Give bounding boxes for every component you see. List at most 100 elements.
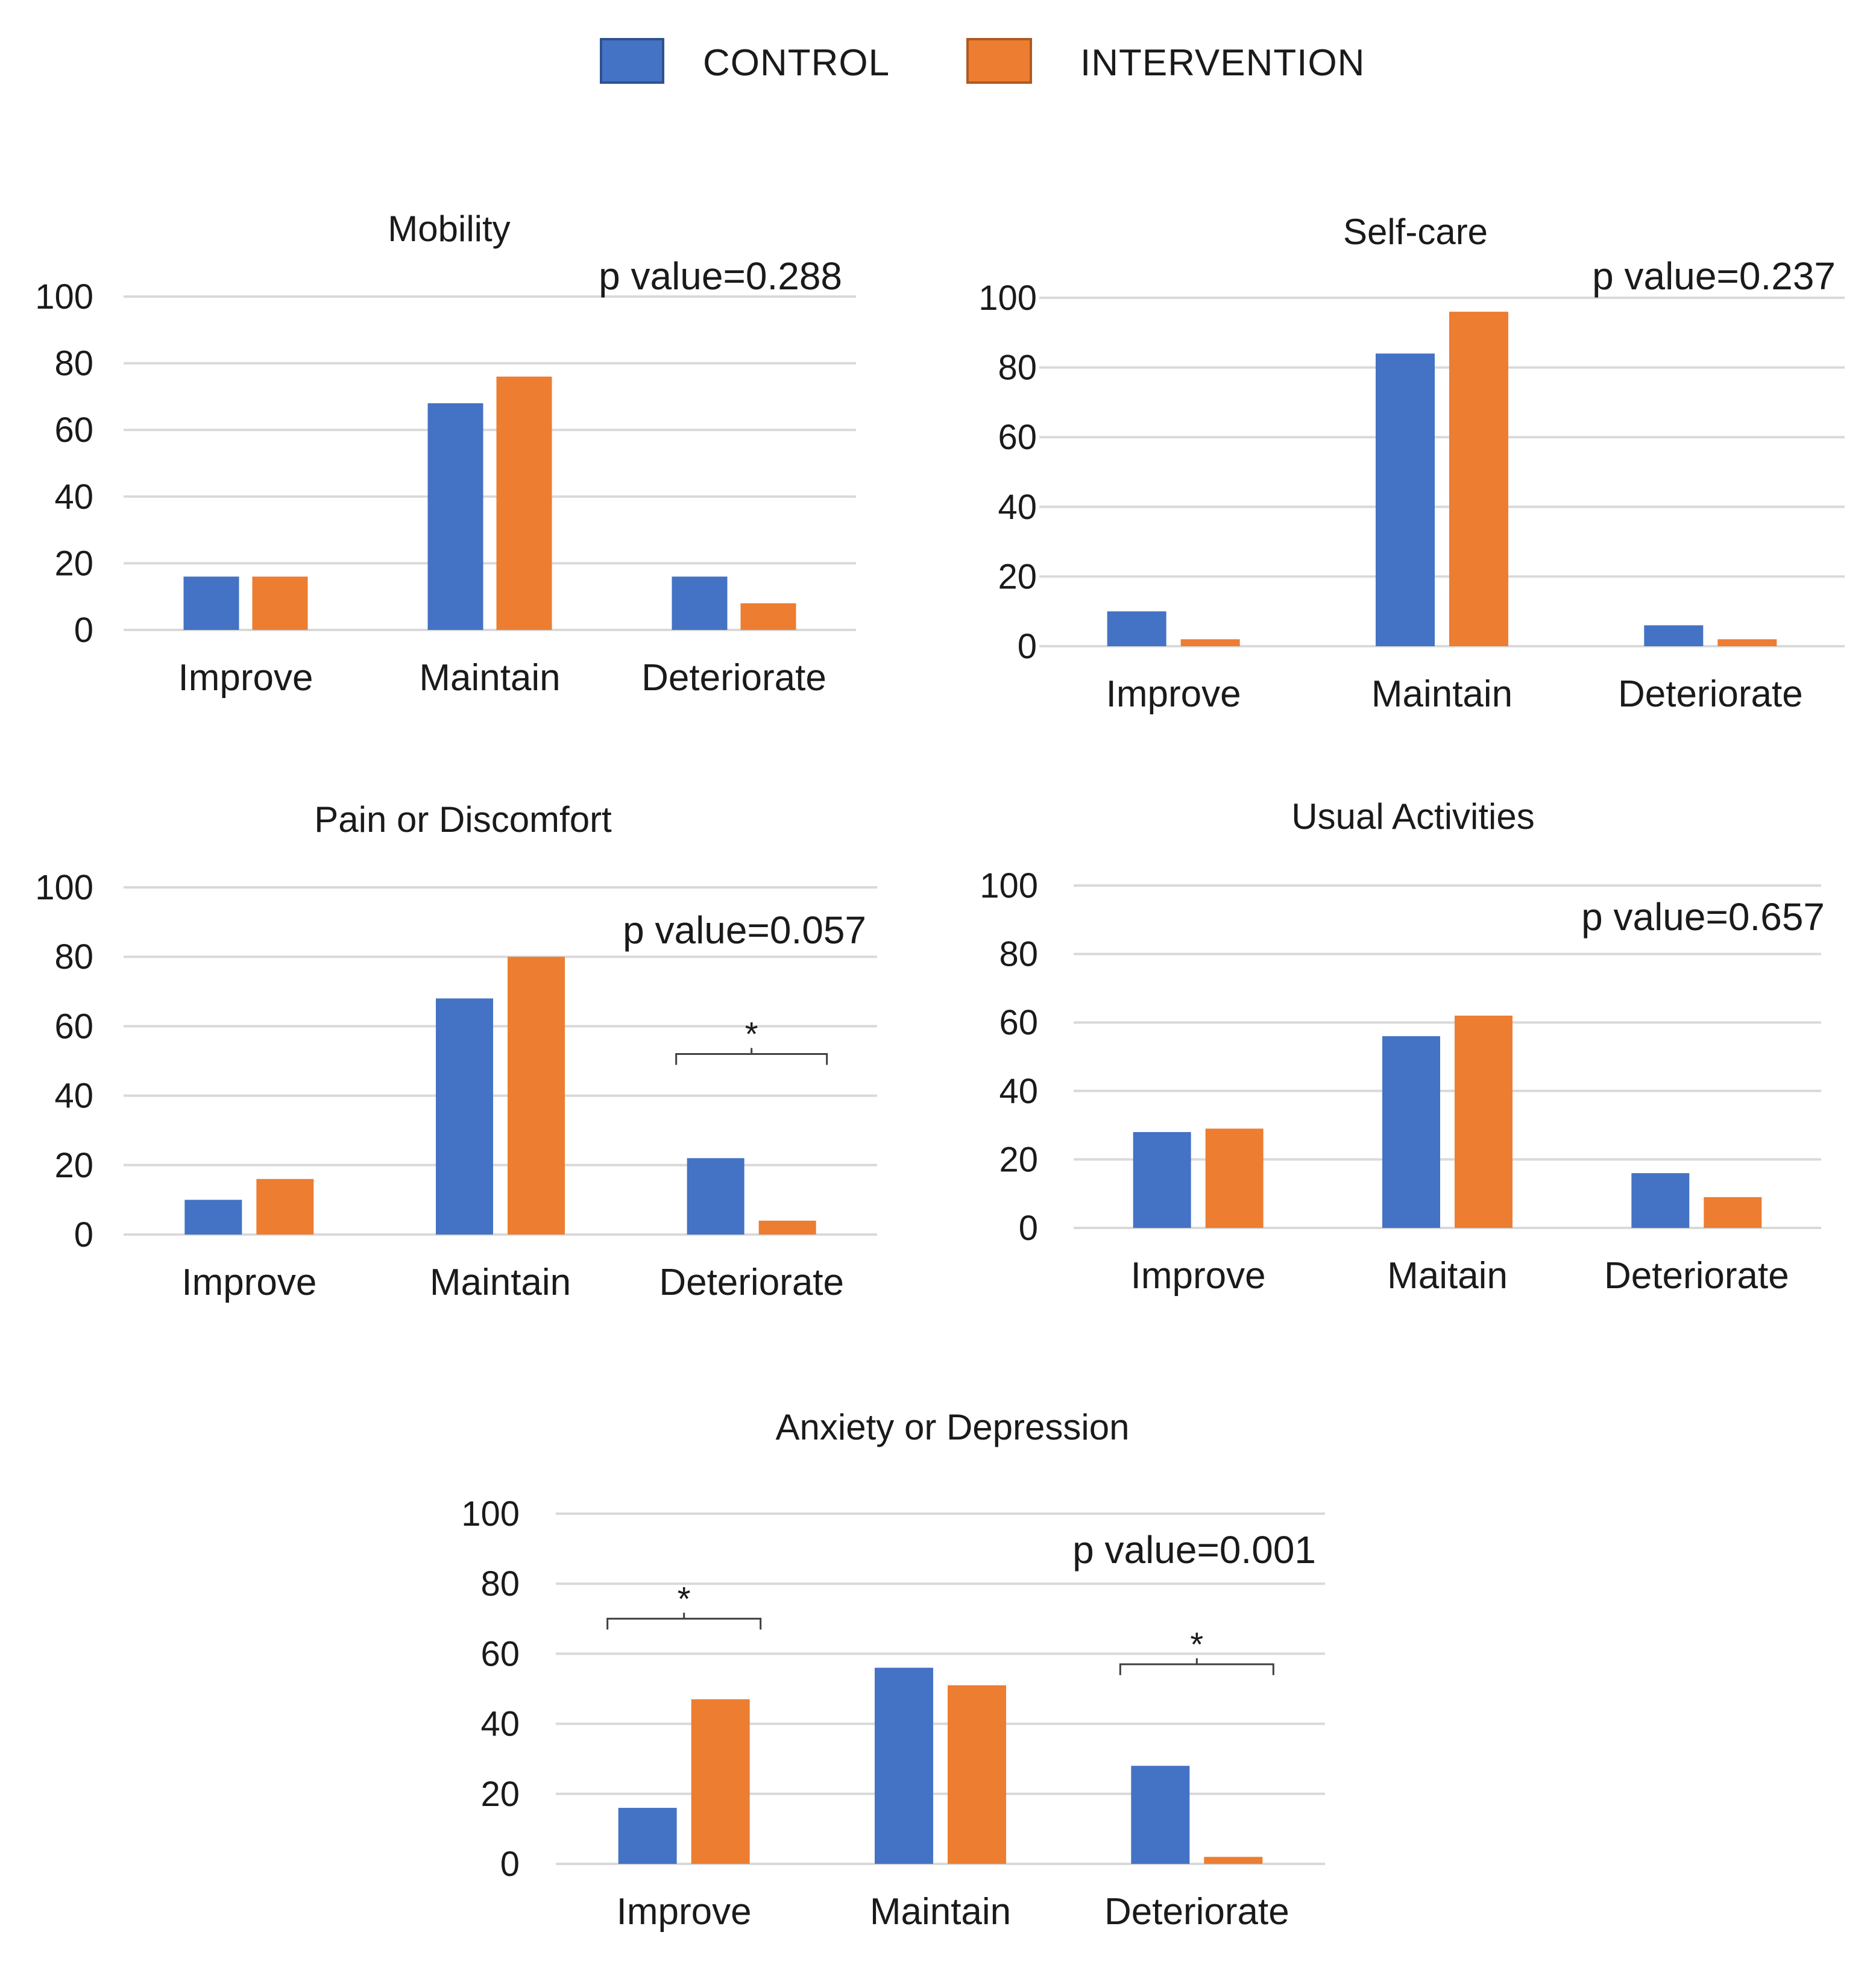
y-tick-label: 100 [35,277,93,316]
chart-title: Anxiety or Depression [776,1407,1130,1447]
p-value-label: p value=0.001 [1072,1528,1316,1572]
bar-intervention-improve [1205,1128,1264,1228]
significance-star: * [1190,1625,1203,1663]
bar-control-deteriorate [672,576,728,630]
y-tick-label: 60 [54,411,93,450]
bar-control-maintain [1376,353,1435,646]
bar-intervention-deteriorate [758,1220,816,1235]
chart-self-care: 0 20 40 60 80 100 Self-care p value=0.237 Improv… [978,212,1845,715]
significance-star: * [745,1015,758,1053]
bar-control-deteriorate [1631,1173,1690,1228]
significance-bracket: * [606,1579,762,1630]
legend-label-intervention: INTERVENTION [1080,42,1365,84]
y-tick-label: 60 [999,1003,1038,1042]
y-tick-label: 80 [54,937,93,977]
p-value-label: p value=0.057 [623,908,866,952]
y-tick-label: 100 [35,868,93,907]
category-label: Maintain [419,657,560,699]
y-tick-label: 40 [999,1072,1038,1111]
bar-intervention-maintain [496,376,552,630]
bar-intervention-maintain [508,957,565,1235]
bar-intervention-deteriorate [740,603,796,630]
bar-control-maintain [875,1667,933,1864]
category-label: Deteriorate [641,657,826,699]
y-tick-label: 60 [998,418,1037,457]
category-label: Improve [1131,1255,1266,1297]
chart-title: Pain or Discomfort [314,799,612,840]
legend: CONTROL INTERVENTION [600,38,1365,84]
bar-control-improve [1107,611,1166,646]
category-label: Deteriorate [1618,673,1803,715]
category-label: Deteriorate [659,1262,844,1303]
bar-control-maintain [427,403,483,630]
y-tick-label: 20 [999,1140,1038,1179]
y-tick-label: 100 [461,1494,520,1534]
chart-usual-activities: 0 20 40 60 80 100 Usual Activities p value=0.65… [980,796,1825,1297]
p-value-label: p value=0.237 [1592,254,1836,298]
bar-control-deteriorate [1644,625,1704,646]
y-tick-label: 100 [978,278,1037,318]
chart-anxiety-or-depression: 0 20 40 60 80 100 Anxiety or Depression p value… [461,1407,1325,1933]
category-label: Improve [181,1262,316,1303]
chart-title: Mobility [388,209,510,249]
category-label: Improve [178,657,313,699]
category-label: Deteriorate [1104,1891,1289,1933]
p-value-label: p value=0.288 [599,254,842,298]
bar-control-improve [184,1200,242,1235]
significance-star: * [678,1579,691,1617]
y-tick-label: 0 [1018,627,1037,666]
y-tick-label: 80 [54,344,93,383]
bar-intervention-deteriorate [1704,1197,1762,1228]
legend-swatch-control [600,38,664,84]
y-tick-label: 40 [480,1705,520,1744]
bar-intervention-maitain [1455,1015,1512,1228]
bar-control-improve [1133,1131,1191,1228]
bar-control-deteriorate [1131,1766,1190,1864]
y-tick-label: 60 [54,1007,93,1046]
significance-bracket-line [606,1617,762,1630]
category-label: Deteriorate [1604,1255,1789,1297]
significance-bracket-line [1119,1663,1274,1675]
category-label: Improve [1106,673,1241,715]
y-tick-label: 0 [500,1845,520,1884]
bar-intervention-maintain [1449,312,1508,646]
p-value-label: p value=0.657 [1581,895,1825,939]
bar-intervention-deteriorate [1717,639,1777,646]
y-tick-label: 0 [74,1215,93,1254]
y-tick-label: 80 [999,935,1038,974]
legend-label-control: CONTROL [703,42,890,84]
chart-title: Usual Activities [1291,796,1534,837]
y-tick-label: 20 [480,1775,520,1814]
bar-control-maintain [436,998,493,1235]
bar-control-deteriorate [687,1158,744,1235]
y-tick-label: 40 [54,1077,93,1116]
significance-bracket-line [675,1053,828,1065]
bar-control-improve [183,576,239,630]
y-tick-label: 100 [980,866,1038,905]
significance-bracket: * [675,1015,828,1065]
bar-intervention-improve [1180,639,1240,646]
bar-intervention-improve [252,576,308,630]
chart-pain-or-discomfort: 0 20 40 60 80 100 Pain or Discomfort p value=0.… [35,799,877,1303]
y-tick-label: 40 [54,477,93,517]
y-tick-label: 40 [998,488,1037,527]
bar-intervention-improve [256,1178,314,1235]
category-label: Maitain [1387,1255,1508,1297]
y-tick-label: 20 [54,1146,93,1185]
bar-control-improve [618,1808,677,1864]
bar-intervention-deteriorate [1204,1857,1263,1864]
chart-mobility: 0 20 40 60 80 100 Mobility p value=0.288 Improve… [35,209,856,699]
bar-intervention-improve [691,1699,750,1864]
category-label: Maintain [430,1262,571,1303]
significance-bracket: * [1119,1625,1274,1675]
y-tick-label: 80 [480,1564,520,1603]
y-tick-label: 20 [54,544,93,583]
category-label: Improve [617,1891,752,1933]
y-tick-label: 20 [998,557,1037,596]
legend-swatch-intervention [966,38,1032,84]
y-tick-label: 60 [480,1634,520,1673]
y-tick-label: 0 [1019,1209,1038,1248]
chart-title: Self-care [1343,212,1488,252]
